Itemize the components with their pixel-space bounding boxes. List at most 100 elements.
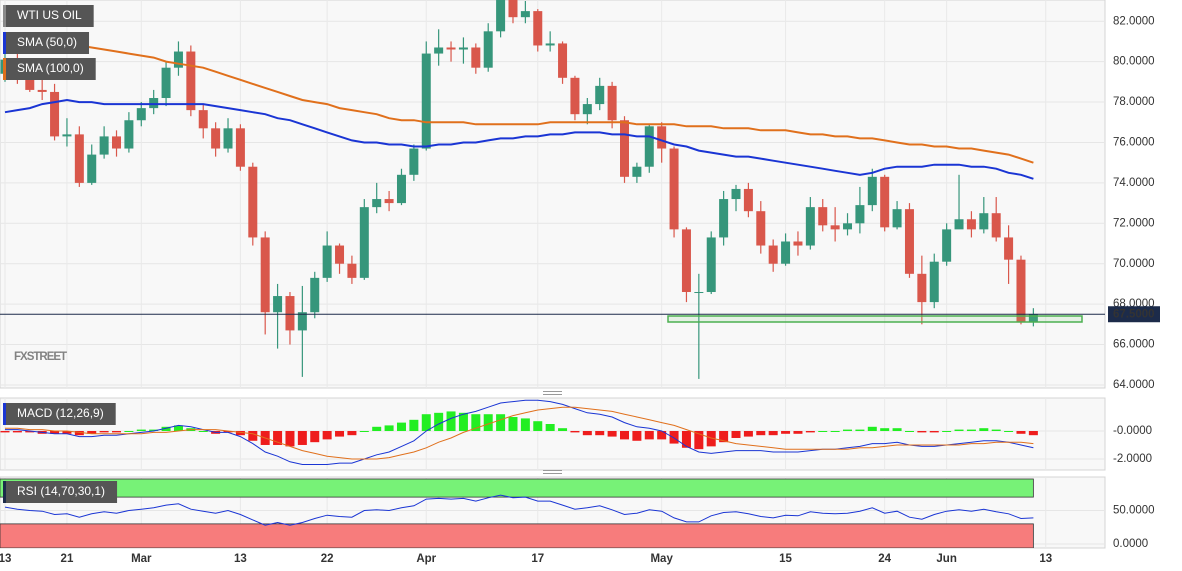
candle-body bbox=[830, 225, 840, 230]
candle-body bbox=[632, 166, 642, 177]
x-tick-label: Apr bbox=[416, 553, 436, 565]
macd-histogram-bar bbox=[124, 430, 134, 432]
candle-body bbox=[843, 223, 853, 230]
candle-body bbox=[508, 0, 518, 18]
legend-label: SMA (100,0) bbox=[17, 61, 84, 75]
candle-body bbox=[657, 126, 667, 149]
candle-body bbox=[805, 207, 815, 246]
macd-histogram-bar bbox=[892, 428, 902, 431]
y-tick-label: 78.0000 bbox=[1113, 96, 1155, 108]
candle-body bbox=[161, 67, 171, 99]
candle-body bbox=[954, 219, 964, 230]
x-tick-label: 13 bbox=[1039, 553, 1052, 565]
macd-histogram-bar bbox=[781, 430, 791, 434]
legend-strip bbox=[3, 403, 6, 425]
macd-histogram-bar bbox=[607, 430, 617, 437]
candle-body bbox=[520, 11, 530, 18]
macd-histogram-bar bbox=[322, 430, 332, 440]
x-tick-label: Mar bbox=[131, 553, 152, 565]
macd-histogram-bar bbox=[483, 414, 493, 431]
candle-body bbox=[310, 277, 320, 313]
macd-histogram-bar bbox=[347, 430, 357, 436]
legend-box bbox=[3, 403, 116, 425]
macd-histogram-bar bbox=[297, 430, 307, 445]
x-tick-label: May bbox=[650, 553, 673, 565]
candle-body bbox=[681, 229, 691, 293]
candle-body bbox=[483, 31, 493, 68]
legends: WTI US OIL SMA (50,0) SMA (100,0) MACD (12,… bbox=[3, 5, 118, 503]
candle-body bbox=[731, 188, 741, 200]
candle-body bbox=[347, 263, 357, 278]
macd-histogram-bar bbox=[793, 430, 803, 434]
macd-histogram-bar bbox=[273, 430, 283, 445]
candle-body bbox=[694, 292, 704, 294]
candle-body bbox=[991, 213, 1001, 238]
macd-histogram-bar bbox=[74, 430, 84, 436]
sma-line bbox=[4, 98, 1034, 180]
candle-body bbox=[458, 47, 468, 50]
macd-histogram-bar bbox=[731, 430, 741, 438]
candle-body bbox=[335, 245, 345, 264]
macd-histogram-bar bbox=[966, 429, 976, 431]
legend-label: RSI (14,70,30,1) bbox=[17, 484, 105, 498]
candle-body bbox=[880, 176, 890, 228]
macd-histogram-bar bbox=[396, 422, 406, 431]
macd-histogram-bar bbox=[545, 424, 555, 431]
candle-body bbox=[545, 43, 555, 46]
candle-body bbox=[756, 211, 766, 246]
macd-histogram-bar bbox=[669, 430, 679, 444]
macd-histogram-bar bbox=[843, 429, 853, 431]
sma-line bbox=[4, 34, 1034, 164]
candle-body bbox=[706, 237, 716, 293]
macd-histogram-bar bbox=[99, 430, 109, 433]
candle-body bbox=[867, 176, 877, 206]
candle-body bbox=[421, 53, 431, 149]
y-tick-label: 70.0000 bbox=[1113, 258, 1155, 270]
macd-histogram-bar bbox=[867, 426, 877, 431]
macd-histogram-bar bbox=[223, 430, 233, 433]
x-tick-label: 13 bbox=[234, 553, 247, 565]
candle-body bbox=[396, 174, 406, 204]
candle-body bbox=[124, 120, 134, 149]
macd-histogram-bar bbox=[372, 426, 382, 431]
y-tick-label: -0.0000 bbox=[1113, 425, 1152, 437]
candle-body bbox=[173, 51, 183, 68]
macd-histogram-bar bbox=[520, 418, 530, 431]
candle-body bbox=[25, 79, 35, 90]
candle-body bbox=[607, 85, 617, 121]
legend-strip bbox=[3, 32, 6, 54]
candle-body bbox=[198, 110, 208, 129]
macd-histogram-bar bbox=[719, 430, 729, 443]
macd-histogram-bar bbox=[112, 430, 122, 433]
macd-histogram-bar bbox=[248, 430, 258, 441]
candle-body bbox=[768, 245, 778, 264]
candle-body bbox=[248, 166, 258, 238]
legend-strip bbox=[3, 58, 6, 80]
candle-body bbox=[855, 205, 865, 224]
y-tick-label: 0.0000 bbox=[1113, 538, 1148, 550]
y-tick-label: 50.0000 bbox=[1113, 505, 1155, 517]
macd-histogram-bar bbox=[508, 417, 518, 431]
candle-body bbox=[917, 273, 927, 303]
macd-histogram-bar bbox=[87, 430, 97, 434]
last-price-box bbox=[1108, 306, 1160, 323]
macd-histogram-bar bbox=[471, 414, 481, 431]
candle-body bbox=[211, 128, 221, 149]
x-tick-label: 22 bbox=[321, 553, 334, 565]
legend-box bbox=[3, 5, 94, 27]
rsi-line bbox=[4, 494, 1034, 526]
candle-body bbox=[496, 0, 506, 32]
macd-histogram-bar bbox=[855, 429, 865, 431]
candle-body bbox=[87, 154, 97, 183]
macd-histogram-bar bbox=[570, 430, 580, 433]
macd-histogram-bar bbox=[310, 430, 320, 443]
macd-histogram-bar bbox=[904, 430, 914, 432]
y-tick-label: 66.0000 bbox=[1113, 339, 1155, 351]
axes: 64.000066.000068.000070.000072.000074.00… bbox=[0, 15, 1160, 565]
macd-histogram-bar bbox=[496, 414, 506, 431]
candle-body bbox=[979, 213, 989, 230]
macd-histogram-bar bbox=[805, 430, 815, 433]
candle-body bbox=[372, 199, 382, 208]
macd-histogram-bar bbox=[706, 430, 716, 447]
macd-histogram-bar bbox=[173, 425, 183, 431]
